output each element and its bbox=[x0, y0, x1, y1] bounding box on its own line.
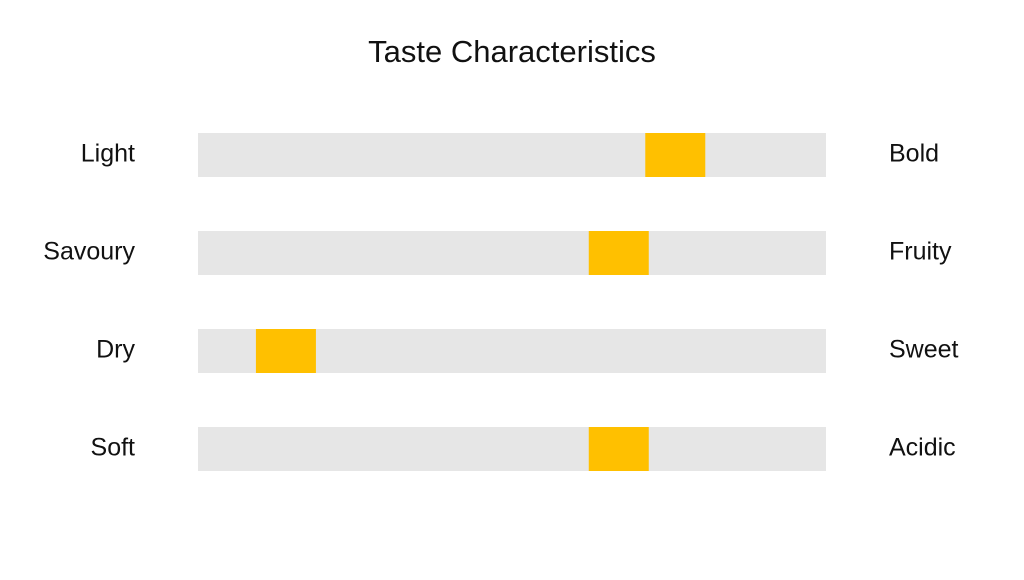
left-label: Light bbox=[81, 140, 135, 168]
track bbox=[198, 231, 826, 275]
marker bbox=[645, 133, 706, 177]
marker bbox=[588, 427, 649, 471]
left-label: Savoury bbox=[43, 238, 135, 266]
track bbox=[198, 427, 826, 471]
right-label: Sweet bbox=[889, 336, 959, 364]
marker bbox=[588, 231, 649, 275]
track bbox=[198, 133, 826, 177]
right-label: Bold bbox=[889, 140, 939, 168]
right-label: Acidic bbox=[889, 434, 956, 462]
left-label: Dry bbox=[96, 336, 135, 364]
chart-title: Taste Characteristics bbox=[368, 34, 656, 69]
left-label: Soft bbox=[91, 434, 136, 462]
right-label: Fruity bbox=[889, 238, 952, 266]
marker bbox=[255, 329, 316, 373]
